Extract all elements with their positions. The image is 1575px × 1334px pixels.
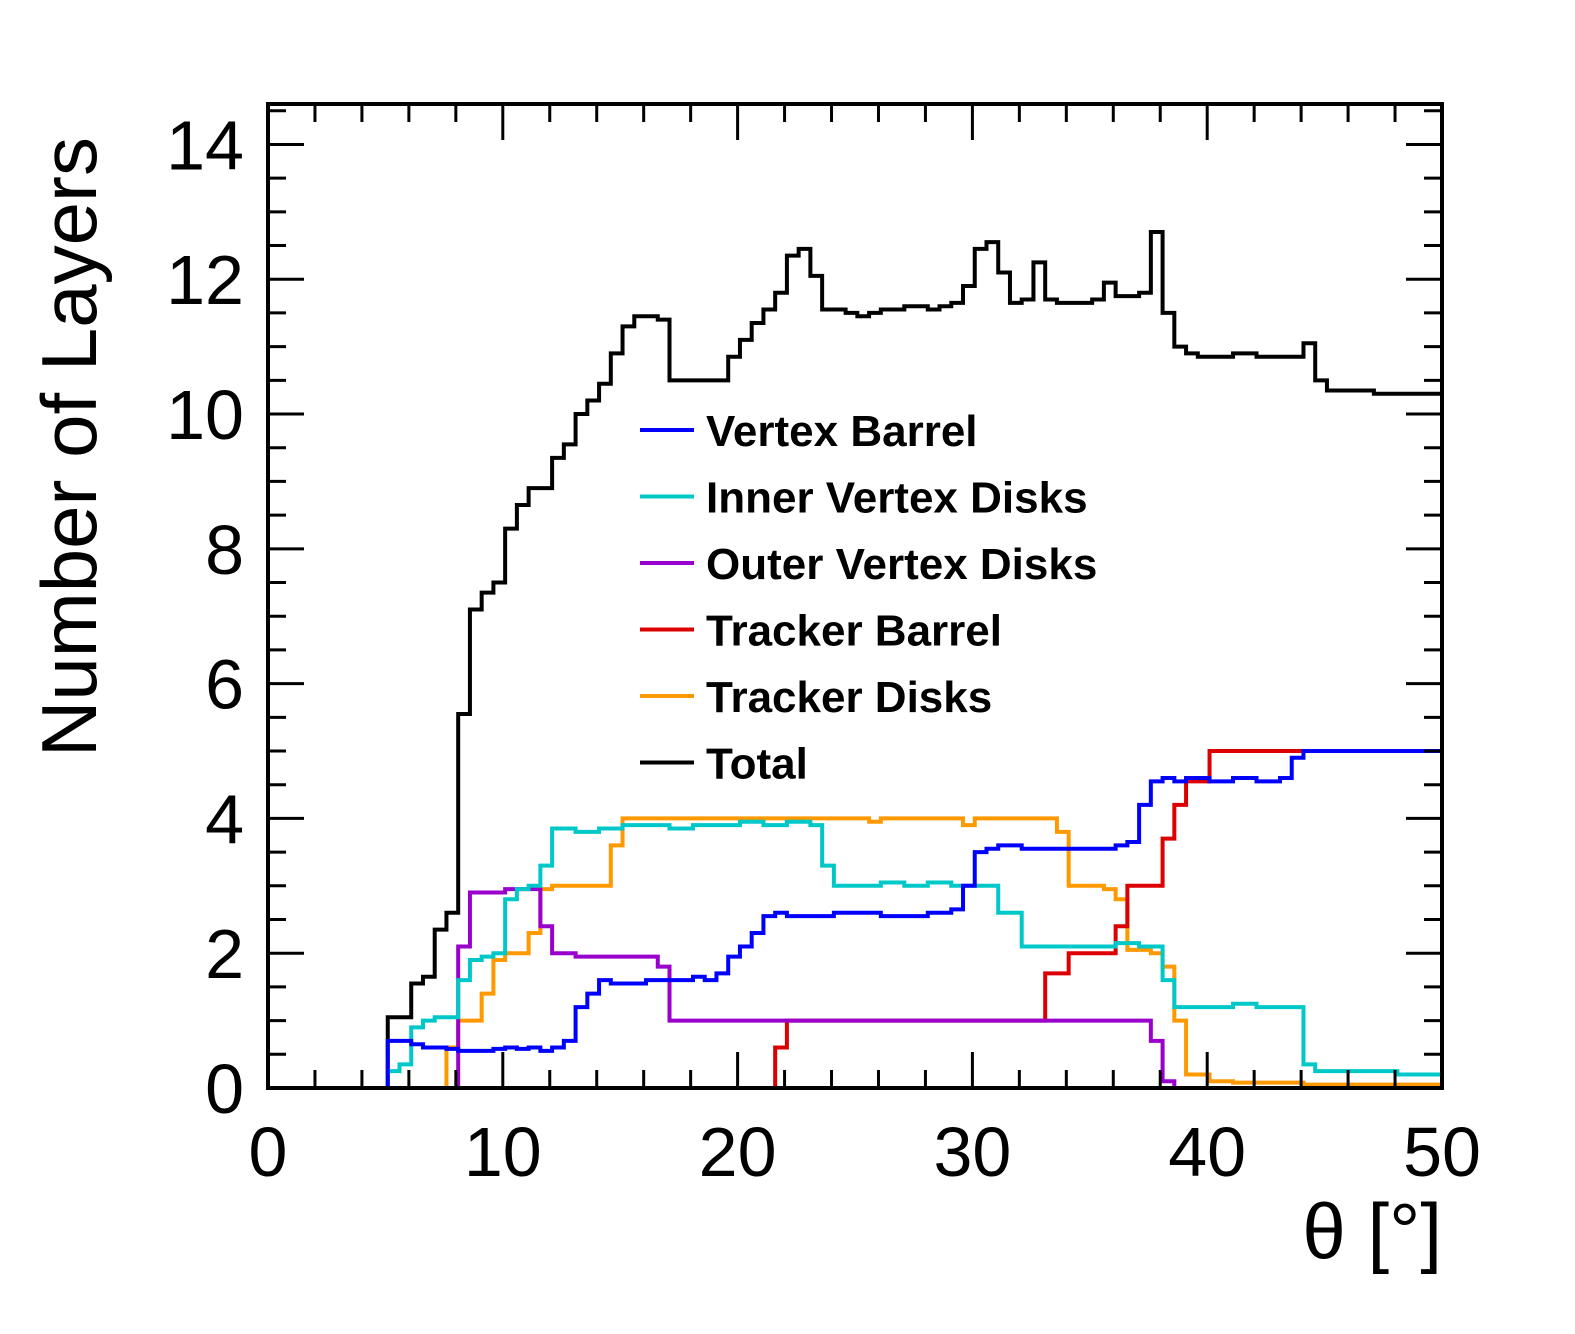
y-tick-labels: 0 2 4 6 8 10 12 14: [166, 106, 244, 1128]
series-layer: [268, 230, 1442, 1090]
y-tick-label: 6: [205, 646, 244, 724]
y-tick-label: 0: [205, 1050, 244, 1128]
x-tick-label: 30: [933, 1113, 1011, 1191]
legend-label: Tracker Disks: [706, 673, 992, 722]
plot-frame: [266, 102, 1444, 1090]
legend-item-vertex-barrel: Vertex Barrel: [640, 407, 978, 456]
x-tick-label: 20: [699, 1113, 777, 1191]
legend-label: Inner Vertex Disks: [706, 474, 1088, 523]
series-outer-vertex-disks: [268, 887, 1442, 1090]
y-tick-label: 14: [166, 106, 244, 184]
x-tick-label: 10: [464, 1113, 542, 1191]
x-tick-labels: 0 10 20 30 40 50: [249, 1113, 1481, 1191]
legend-item-tracker-disks: Tracker Disks: [640, 673, 992, 722]
legend-item-tracker-barrel: Tracker Barrel: [640, 607, 1002, 656]
y-axis-label: Number of Layers: [25, 137, 113, 757]
x-tick-label: 50: [1403, 1113, 1481, 1191]
y-tick-label: 4: [205, 780, 244, 858]
y-tick-label: 2: [205, 915, 244, 993]
legend: Vertex Barrel Inner Vertex Disks Outer Ver…: [640, 407, 1097, 789]
legend-item-inner-vertex-disks: Inner Vertex Disks: [640, 474, 1088, 523]
legend-label: Vertex Barrel: [706, 407, 978, 456]
series-inner-vertex-disks: [268, 819, 1442, 1090]
y-tick-label: 10: [166, 376, 244, 454]
x-tick-label: 0: [249, 1113, 288, 1191]
y-tick-label: 12: [166, 241, 244, 319]
legend-item-total: Total: [640, 740, 808, 789]
y-tick-label: 8: [205, 511, 244, 589]
series-tracker-disks: [268, 816, 1442, 1090]
x-axis-label: θ [°]: [1302, 1187, 1442, 1275]
legend-label: Total: [706, 740, 808, 789]
x-tick-label: 40: [1168, 1113, 1246, 1191]
series-vertex-barrel: [268, 749, 1442, 1090]
series-total: [268, 230, 1442, 1090]
legend-label: Outer Vertex Disks: [706, 540, 1097, 589]
legend-item-outer-vertex-disks: Outer Vertex Disks: [640, 540, 1097, 589]
axis-ticks: [266, 104, 1444, 1090]
legend-label: Tracker Barrel: [706, 607, 1002, 656]
